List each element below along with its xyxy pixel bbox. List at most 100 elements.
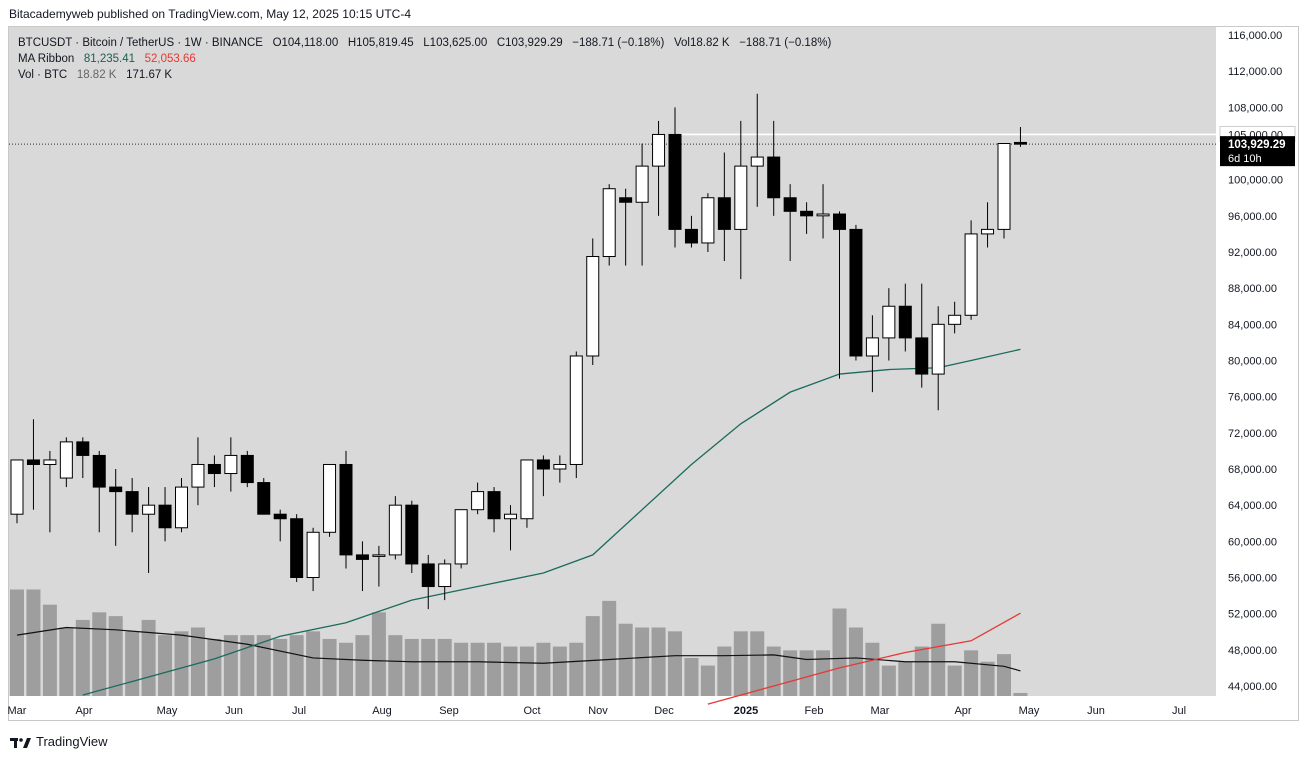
x-tick-label: Nov [588,705,608,717]
volume-bar [848,627,863,696]
legend-row-vol: Vol · BTC 18.82 K 171.67 K [18,67,831,83]
candle-body [849,228,863,357]
volume-bar [733,631,748,696]
volume-bar [964,650,979,696]
candle-body [26,459,40,465]
legend-low: L103,625.00 [423,37,488,49]
y-tick-label: 88,000.00 [1228,283,1277,295]
volume-bar [799,650,814,696]
volume-bar [832,608,847,696]
legend-volume-change: −188.71 (−0.18%) [739,37,832,49]
volume-bar [816,650,831,696]
candle-body [898,305,912,339]
volume-bar [700,665,715,696]
legend-open: O104,118.00 [272,37,339,49]
candle-body [454,509,468,565]
ma-ribbon-layer [9,133,1216,705]
volume-bar [404,638,419,696]
candle-body [224,454,238,475]
volume-bar [108,616,123,696]
volume-bar [223,635,238,696]
x-tick-label: Feb [805,705,824,717]
volume-bar [306,631,321,696]
legend-vol-label: Vol · BTC [18,69,68,81]
legend-vol-value: 18.82 K [76,69,117,81]
y-tick-label: 84,000.00 [1228,319,1277,331]
candle-body [783,197,797,212]
candle-body [602,188,616,258]
volume-bar [42,604,57,696]
candle-body [405,504,419,565]
volume-bar [256,635,271,696]
volume-bar [158,635,173,696]
candle-body [750,156,764,167]
volume-layer [10,589,1028,696]
volume-bar [75,619,90,696]
volume-bar [339,642,353,696]
x-tick-label: May [1019,705,1040,717]
axes-layer: 116,000.00112,000.00108,000.00104,000.00… [8,30,1284,717]
volume-bar [26,589,41,696]
candle-body [59,441,73,479]
candle-body [520,459,534,520]
candle-body [339,463,353,556]
candle-body [191,463,205,488]
volume-bar [322,638,337,696]
chart-frame[interactable] [8,26,1299,721]
candle-body [1013,141,1027,145]
candle-body [471,491,485,511]
chart-legend: BTCUSDT · Bitcoin / TetherUS · 1W · BINA… [18,35,831,83]
volume-bar [618,623,633,696]
candle-body [92,454,106,488]
volume-bar [552,646,567,696]
y-tick-label: 48,000.00 [1228,645,1277,657]
x-tick-label: May [157,705,178,717]
candle-body [175,486,188,529]
volume-bar [355,635,370,696]
candle-body [586,256,600,357]
candle-body [306,531,320,579]
y-tick-label: 92,000.00 [1228,247,1277,259]
volume-bar [371,612,386,696]
candle-body [569,355,583,465]
y-tick-label: 64,000.00 [1228,500,1277,512]
volume-bar [602,600,617,696]
volume-bar [881,665,896,696]
x-tick-label: Apr [954,705,971,717]
volume-bar [454,642,469,696]
y-tick-label: 60,000.00 [1228,536,1277,548]
publisher-line: Bitacademyweb published on TradingView.c… [9,7,412,21]
candle-body [240,454,254,484]
volume-bar [980,661,995,696]
legend-symbol: BTCUSDT · Bitcoin / TetherUS · 1W · BINA… [18,37,263,49]
volume-bar [10,589,24,696]
x-tick-label: Jun [225,705,243,717]
y-tick-label: 72,000.00 [1228,428,1277,440]
candle-body [487,491,501,520]
y-tick-label: 56,000.00 [1228,573,1277,585]
candle-body [290,518,304,579]
volume-bar [125,631,140,696]
candle-body [717,197,731,230]
candle-body [504,513,517,520]
candle-body [800,210,814,217]
volume-bar [651,627,666,696]
y-tick-label: 44,000.00 [1228,681,1277,693]
tradingview-logo-icon [10,737,31,748]
candle-body [421,563,435,588]
tradingview-footer[interactable]: TradingView [10,734,108,749]
volume-bar [174,631,189,696]
volume-bar [585,616,600,696]
candle-body [257,482,271,515]
x-tick-label: Jun [1087,705,1105,717]
volume-bar [997,654,1011,696]
candle-body [865,337,879,357]
x-tick-label: Dec [654,705,674,717]
candle-body [619,197,633,203]
y-tick-label: 68,000.00 [1228,464,1277,476]
volume-bar [536,642,551,696]
candle-body [158,504,172,529]
candle-body [684,228,698,244]
